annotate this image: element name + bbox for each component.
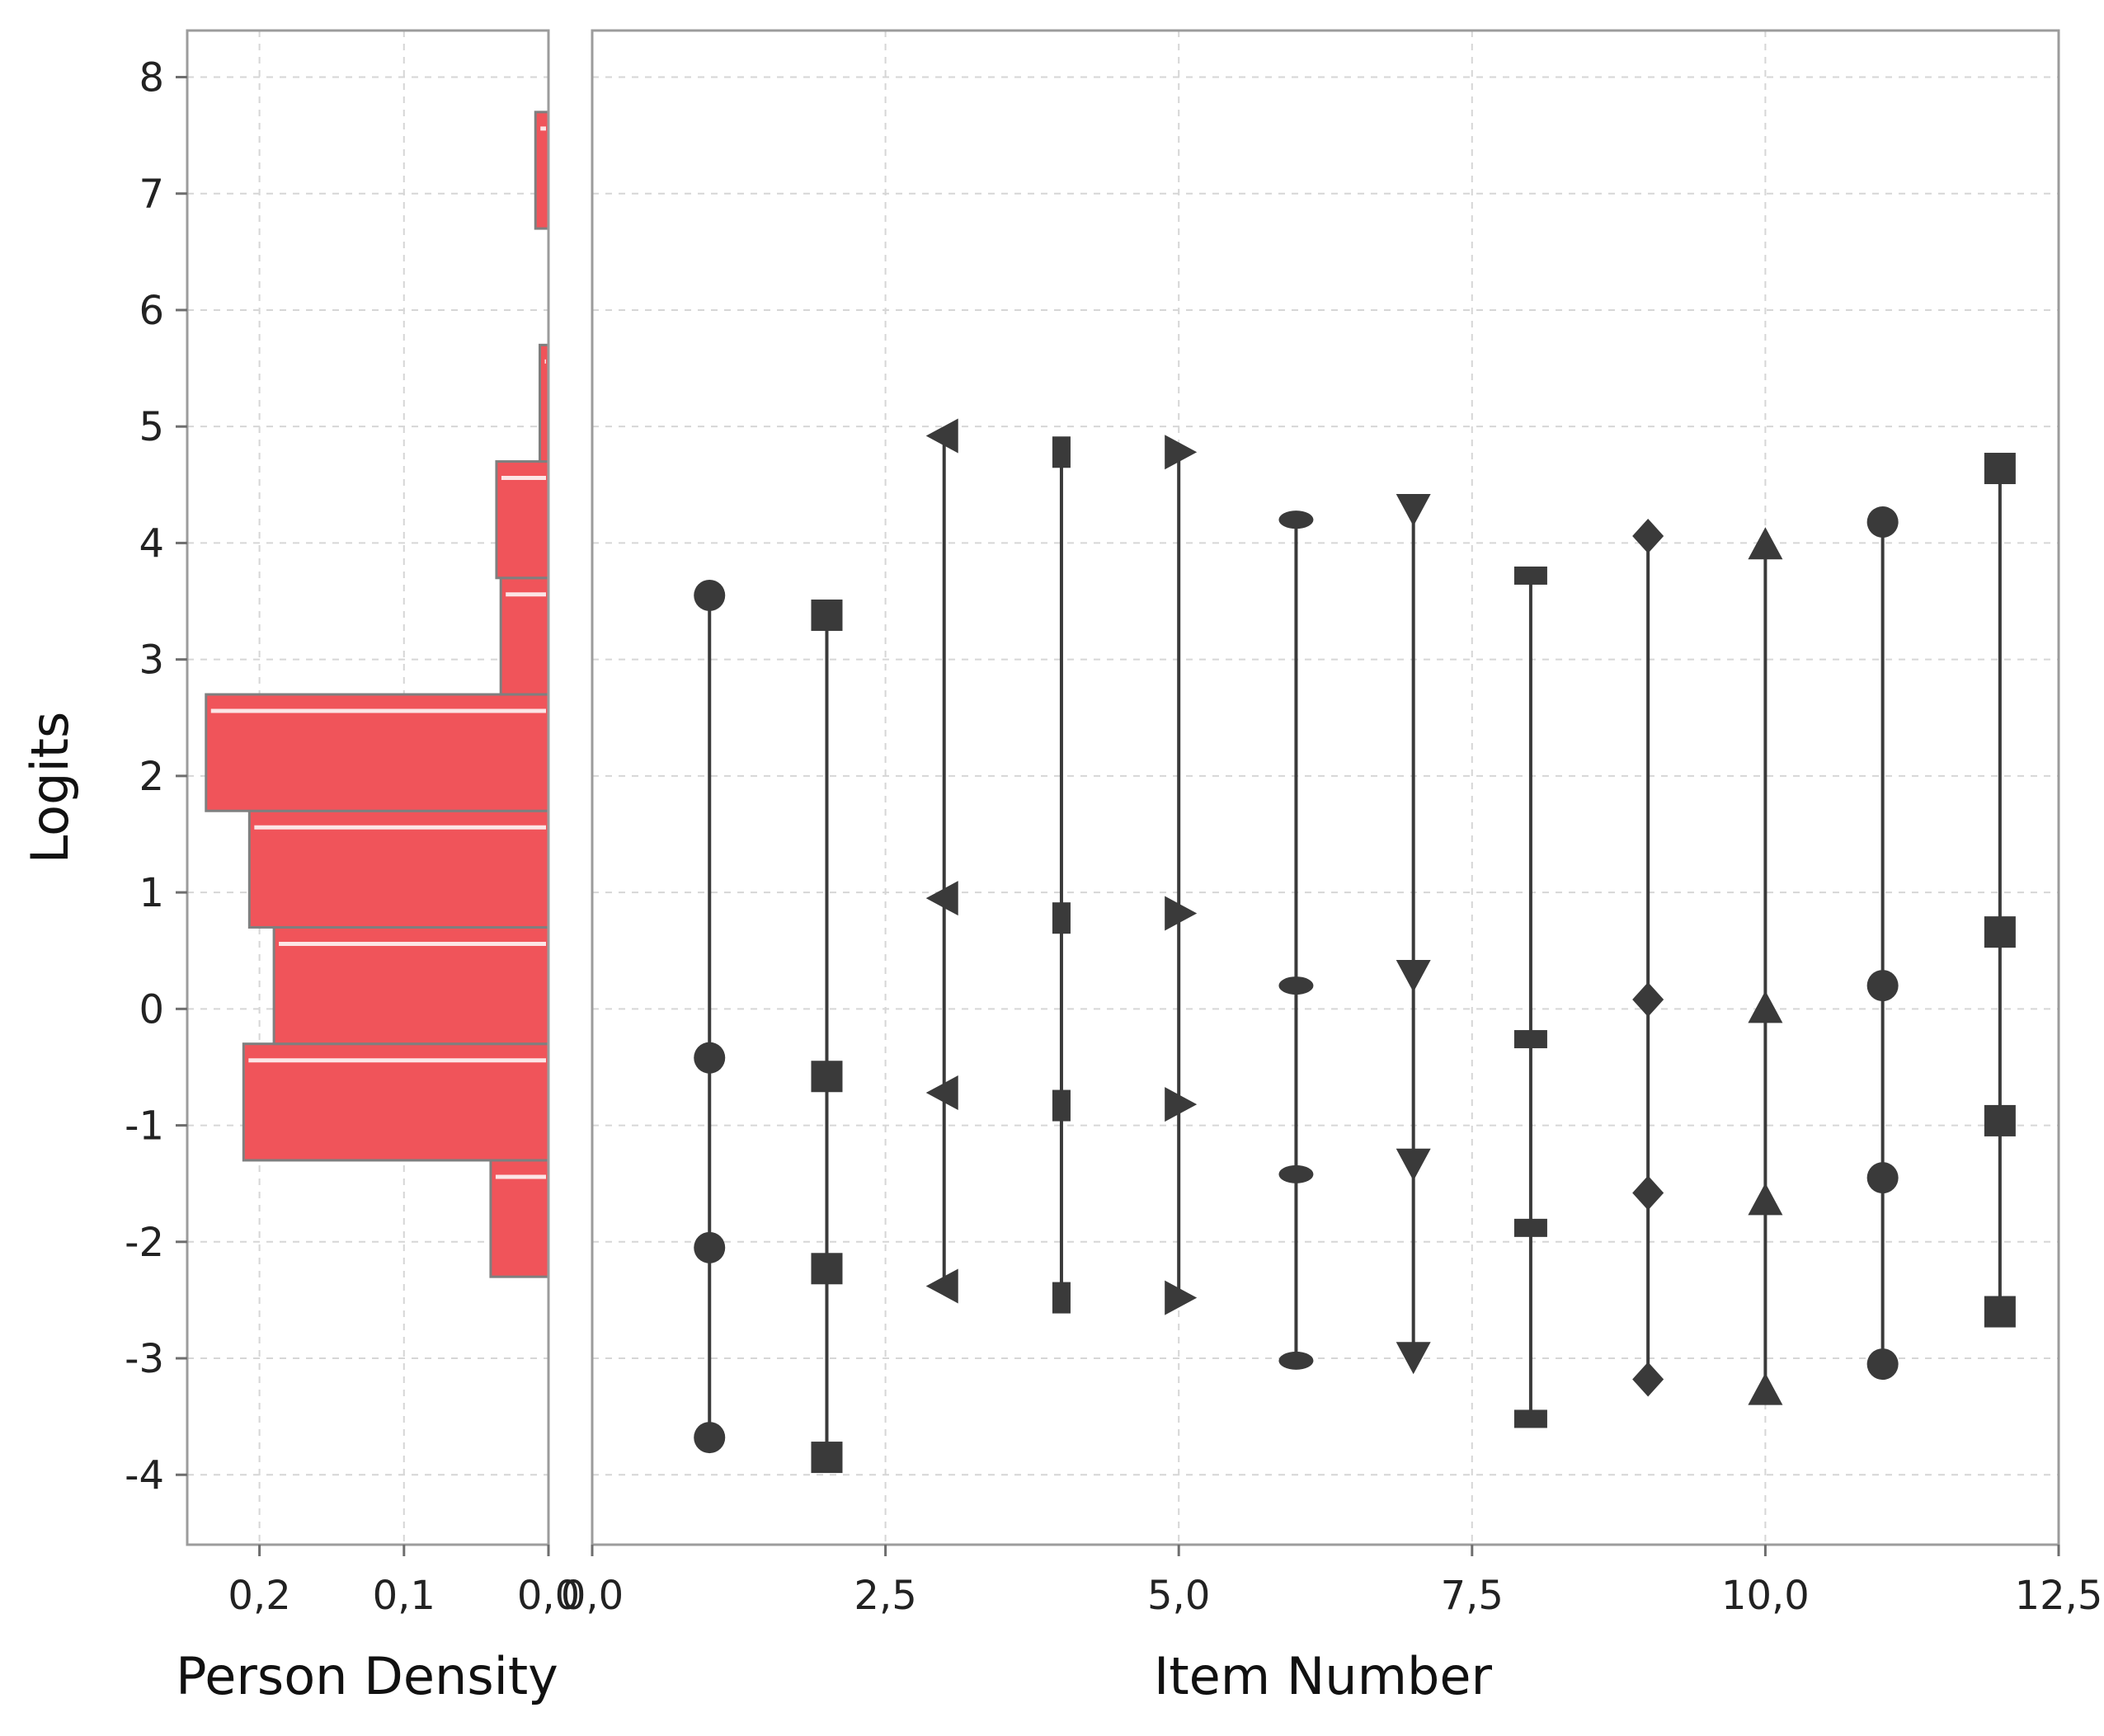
item-threshold-point — [811, 1061, 843, 1093]
item-11 — [1866, 506, 1899, 1381]
y-tick-label: 1 — [139, 870, 164, 916]
y-tick-label: 0 — [139, 986, 164, 1033]
item-threshold-point — [1866, 1348, 1899, 1381]
item-threshold-point — [811, 599, 843, 631]
density-plot-frame — [186, 29, 550, 1546]
item-1 — [694, 579, 726, 1454]
item-threshold-point — [1396, 494, 1431, 527]
item-threshold-point — [1984, 916, 2016, 948]
density-bars — [205, 111, 550, 1278]
item-threshold-point — [1165, 1087, 1198, 1122]
item-threshold-point — [1396, 959, 1431, 992]
item-4 — [1052, 436, 1071, 1314]
item-threshold-point — [811, 1253, 843, 1285]
item-12 — [1984, 453, 2016, 1328]
items-x-tick-label: 7,5 — [1441, 1573, 1504, 1619]
item-threshold-point — [1513, 566, 1547, 585]
y-tick-label: 7 — [139, 172, 164, 218]
item-threshold-point — [925, 418, 958, 454]
item-threshold-point — [1278, 976, 1314, 995]
item-threshold-point — [1632, 518, 1664, 553]
items-x-tick-label: 12,5 — [2015, 1573, 2103, 1619]
items-plot-frame — [591, 29, 2060, 1546]
item-threshold-point — [1984, 1104, 2016, 1136]
item-threshold-point — [1165, 896, 1198, 931]
item-threshold-point — [1052, 1089, 1071, 1122]
y-axis-title: Logits — [20, 712, 80, 864]
item-threshold-point — [1632, 1175, 1664, 1211]
item-threshold-point — [1984, 1296, 2016, 1328]
item-threshold-point — [1632, 1362, 1664, 1397]
item-threshold-point — [1748, 1183, 1783, 1216]
density-bar — [489, 1159, 550, 1278]
item-threshold-point — [1748, 527, 1783, 560]
item-threshold-point — [1748, 990, 1783, 1023]
density-bar — [247, 809, 550, 929]
item-6 — [1278, 510, 1314, 1370]
item-threshold-point — [1278, 1351, 1314, 1370]
item-2 — [811, 599, 843, 1474]
item-5 — [1165, 435, 1198, 1315]
item-threshold-point — [694, 1042, 726, 1074]
item-threshold-series — [694, 418, 2016, 1474]
item-threshold-point — [1513, 1409, 1547, 1428]
item-threshold-point — [694, 1231, 726, 1263]
item-threshold-point — [1748, 1372, 1783, 1405]
items-grid — [591, 31, 2059, 1545]
density-x-tick-label: 0,2 — [228, 1573, 290, 1619]
item-threshold-point — [1165, 1280, 1198, 1315]
y-tick-label: 6 — [139, 288, 164, 334]
items-x-tick-label: 2,5 — [854, 1573, 916, 1619]
item-threshold-point — [1513, 1030, 1547, 1049]
item-threshold-point — [1052, 1282, 1071, 1314]
item-threshold-point — [1396, 1148, 1431, 1181]
item-threshold-point — [925, 1268, 958, 1304]
density-bar — [538, 343, 550, 463]
item-threshold-point — [1052, 902, 1071, 934]
item-8 — [1513, 566, 1547, 1428]
density-x-axis-title: Person Density — [176, 1646, 558, 1706]
y-tick-label: -3 — [125, 1336, 164, 1382]
item-threshold-point — [694, 1422, 726, 1454]
item-threshold-point — [1984, 453, 2016, 485]
y-tick-label: 8 — [139, 54, 164, 101]
density-x-tick-label: 0,0 — [517, 1573, 580, 1619]
item-threshold-point — [925, 1075, 958, 1111]
item-threshold-point — [1278, 1164, 1314, 1183]
item-threshold-point — [811, 1442, 843, 1474]
item-threshold-point — [1396, 1342, 1431, 1375]
y-tick-label: -4 — [125, 1452, 164, 1498]
item-threshold-point — [1165, 435, 1198, 470]
items-x-axis-title: Item Number — [1154, 1646, 1492, 1706]
y-tick-label: -2 — [125, 1220, 164, 1266]
item-threshold-point — [1052, 436, 1071, 468]
item-threshold-point — [1866, 970, 1899, 1002]
item-10 — [1748, 527, 1783, 1405]
item-threshold-point — [1866, 506, 1899, 538]
density-bar — [242, 1042, 550, 1162]
density-bar — [205, 693, 550, 812]
item-threshold-point — [1278, 510, 1314, 529]
items-x-tick-label: 0,0 — [561, 1573, 624, 1619]
item-threshold-point — [694, 579, 726, 611]
item-3 — [925, 418, 958, 1304]
y-tick-label: -1 — [125, 1103, 164, 1150]
items-x-tick-label: 10,0 — [1721, 1573, 1810, 1619]
y-tick-label: 3 — [139, 637, 164, 684]
axis-ticks-and-labels: -4 -3 -2 -1 0 1 2 3 4 5 6 7 8 0,2 0,1 0,00,0 2,5 5,0 7,5 10… — [125, 54, 2102, 1619]
y-tick-label: 5 — [139, 404, 164, 450]
item-threshold-point — [1632, 982, 1664, 1018]
density-bar — [272, 925, 550, 1046]
item-threshold-point — [1513, 1218, 1547, 1237]
y-tick-label: 2 — [139, 754, 164, 800]
item-threshold-point — [1866, 1162, 1899, 1194]
items-x-tick-label: 5,0 — [1147, 1573, 1210, 1619]
item-9 — [1632, 518, 1664, 1397]
y-tick-label: 4 — [139, 520, 164, 567]
item-threshold-point — [925, 881, 958, 916]
density-bar — [499, 576, 550, 696]
item-7 — [1396, 494, 1431, 1375]
density-x-tick-label: 0,1 — [373, 1573, 435, 1619]
